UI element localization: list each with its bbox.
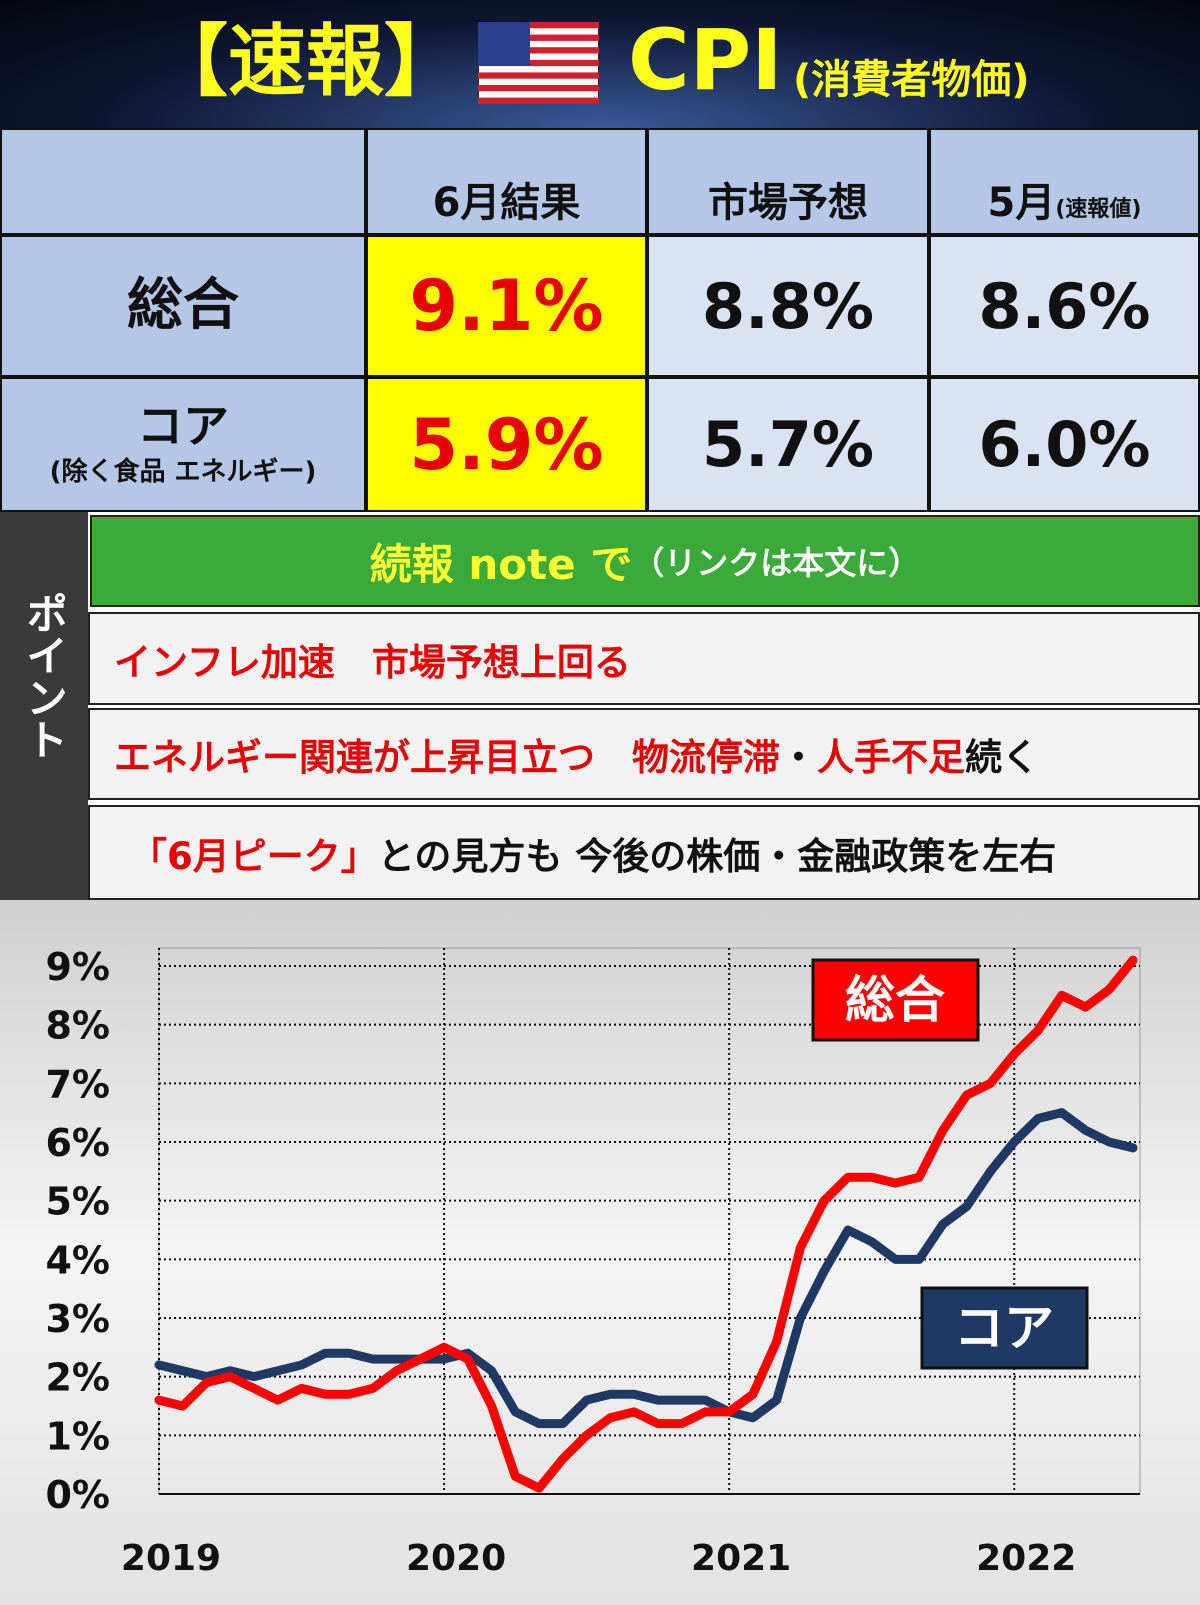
table-value: 9.1%	[366, 235, 647, 377]
column-header: 市場予想	[647, 128, 929, 235]
text-segment: との見方も 今後の株価・金融政策を左右	[377, 834, 1057, 878]
series-line	[154, 1108, 1138, 1429]
legend-label: 総合	[845, 971, 945, 1029]
header-subject-note: (消費者物価)	[793, 57, 1030, 103]
text-segment: （リンクは本文に）	[632, 544, 921, 582]
table-value: 5.9%	[366, 377, 647, 512]
column-note: (速報値)	[1055, 197, 1142, 222]
y-tick-label: 5%	[45, 1180, 110, 1224]
text-segment: 続く	[965, 736, 1039, 779]
x-tick-label: 2021	[691, 1538, 791, 1579]
header: 【速報】 CPI (消費者物価)	[0, 0, 1200, 128]
x-tick-label: 2019	[121, 1538, 221, 1579]
legend-label: コア	[954, 1299, 1054, 1357]
column-label: 6月結果	[432, 180, 581, 226]
legend-box	[811, 958, 980, 1042]
table-corner	[0, 128, 366, 235]
y-tick-label: 7%	[45, 1062, 110, 1106]
points-label: ポイント	[0, 512, 88, 900]
y-tick-label: 3%	[45, 1297, 110, 1341]
x-tick-label: 2020	[406, 1538, 506, 1579]
y-tick-label: 8%	[45, 1004, 110, 1048]
row-header: 総合	[0, 235, 366, 377]
text-segment: エネルギー関連が上昇目立つ 物流停滞	[114, 736, 780, 779]
text-segment: 人手不足	[817, 736, 965, 779]
header-subject: CPI	[628, 11, 783, 109]
table-value: 6.0%	[929, 377, 1200, 512]
y-tick-label: 4%	[45, 1238, 110, 1282]
series-line	[154, 955, 1138, 1493]
column-label: 5月	[987, 180, 1056, 226]
header-title: 【速報】	[150, 17, 463, 107]
text-segment: 続報 note で	[369, 539, 633, 589]
y-tick-label: 9%	[45, 945, 110, 989]
us-flag	[478, 22, 599, 104]
y-tick-label: 1%	[45, 1414, 110, 1458]
row-label: 総合	[127, 273, 239, 339]
chart-background	[0, 900, 1200, 1605]
row-label: コア	[137, 398, 229, 453]
column-label: 市場予想	[708, 180, 868, 226]
table-value: 8.8%	[647, 235, 929, 377]
text-segment: 「6月ピーク」	[130, 834, 378, 878]
legend-box	[920, 1286, 1089, 1370]
y-tick-label: 2%	[45, 1356, 110, 1400]
column-header: 6月結果	[366, 128, 647, 235]
point-row: 「6月ピーク」 との見方も 今後の株価・金融政策を左右	[88, 805, 1200, 900]
text-segment: インフレ加速 市場予想上回る	[114, 640, 631, 684]
x-tick-label: 2022	[976, 1538, 1076, 1579]
y-tick-label: 6%	[45, 1121, 110, 1165]
column-header: 5月 (速報値)	[929, 128, 1200, 235]
row-header: コア (除く食品 エネルギー)	[0, 377, 366, 512]
y-tick-label: 0%	[45, 1473, 110, 1517]
row-note: (除く食品 エネルギー)	[49, 457, 317, 488]
table-value: 8.6%	[929, 235, 1200, 377]
point-row: インフレ加速 市場予想上回る	[88, 612, 1200, 705]
point-row: エネルギー関連が上昇目立つ 物流停滞・人手不足 続く	[88, 708, 1200, 800]
text-segment: ・	[780, 736, 817, 779]
table-value: 5.7%	[647, 377, 929, 512]
link-banner: 続報 note で（リンクは本文に）	[90, 515, 1200, 607]
